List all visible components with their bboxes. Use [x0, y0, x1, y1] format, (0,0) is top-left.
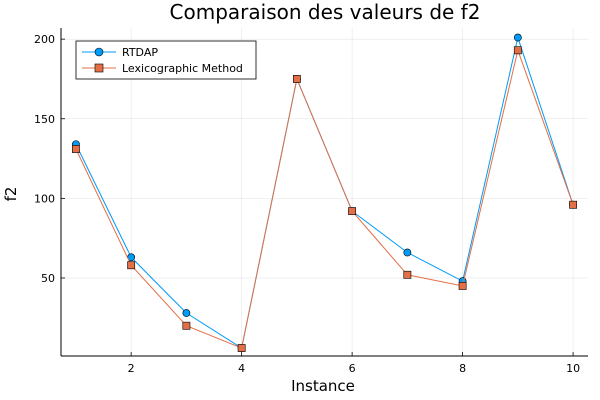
legend-marker-circle — [94, 47, 104, 57]
data-point-rtdap — [182, 309, 191, 317]
data-point-lexicographic-method — [292, 75, 301, 83]
x-tick-label: 10 — [566, 362, 580, 375]
data-point-rtdap — [403, 248, 412, 257]
legend-marker-square — [94, 63, 104, 73]
data-point-lexicographic-method — [72, 145, 80, 153]
series-line-lexicographic-method — [75, 48, 574, 349]
x-tick-label: 4 — [238, 362, 245, 375]
chart-title: Comparaison des valeurs de f2 — [170, 0, 481, 24]
series-lexicographic-method — [72, 46, 577, 352]
data-point-lexicographic-method — [403, 270, 412, 279]
series-rtdap — [72, 33, 577, 352]
x-tick-label: 2 — [128, 362, 135, 375]
y-axis-label: f2 — [2, 187, 20, 202]
y-tick-label: 50 — [41, 272, 55, 285]
legend-label: Lexicographic Method — [122, 62, 243, 75]
grid — [61, 28, 588, 356]
data-point-lexicographic-method — [513, 46, 522, 55]
legend-label: RTDAP — [122, 46, 158, 59]
legend-item-lexicographic-method: Lexicographic Method — [82, 62, 243, 75]
data-point-lexicographic-method — [569, 200, 577, 209]
y-tick-label: 200 — [34, 33, 55, 46]
data-point-lexicographic-method — [237, 344, 246, 352]
data-point-lexicographic-method — [127, 261, 136, 270]
x-axis-label: Instance — [291, 377, 355, 395]
tick-labels: 2 4 6 8 10 50 100 150 200 — [34, 33, 580, 375]
series-line-rtdap — [75, 35, 574, 349]
legend-box — [75, 40, 257, 80]
data-point-lexicographic-method — [458, 282, 467, 290]
x-tick-label: 6 — [349, 362, 356, 375]
data-point-lexicographic-method — [182, 321, 191, 330]
y-tick-label: 100 — [34, 192, 55, 205]
series-layer — [72, 33, 577, 352]
axes — [60, 28, 588, 357]
data-point-lexicographic-method — [348, 207, 357, 216]
legend-item-rtdap: RTDAP — [82, 46, 158, 59]
legend: RTDAP Lexicographic Method — [75, 40, 257, 80]
data-point-rtdap — [513, 33, 522, 42]
y-tick-label: 150 — [34, 113, 55, 126]
x-tick-label: 8 — [459, 362, 466, 375]
